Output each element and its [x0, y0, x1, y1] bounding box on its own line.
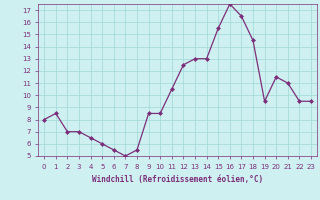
X-axis label: Windchill (Refroidissement éolien,°C): Windchill (Refroidissement éolien,°C)	[92, 175, 263, 184]
